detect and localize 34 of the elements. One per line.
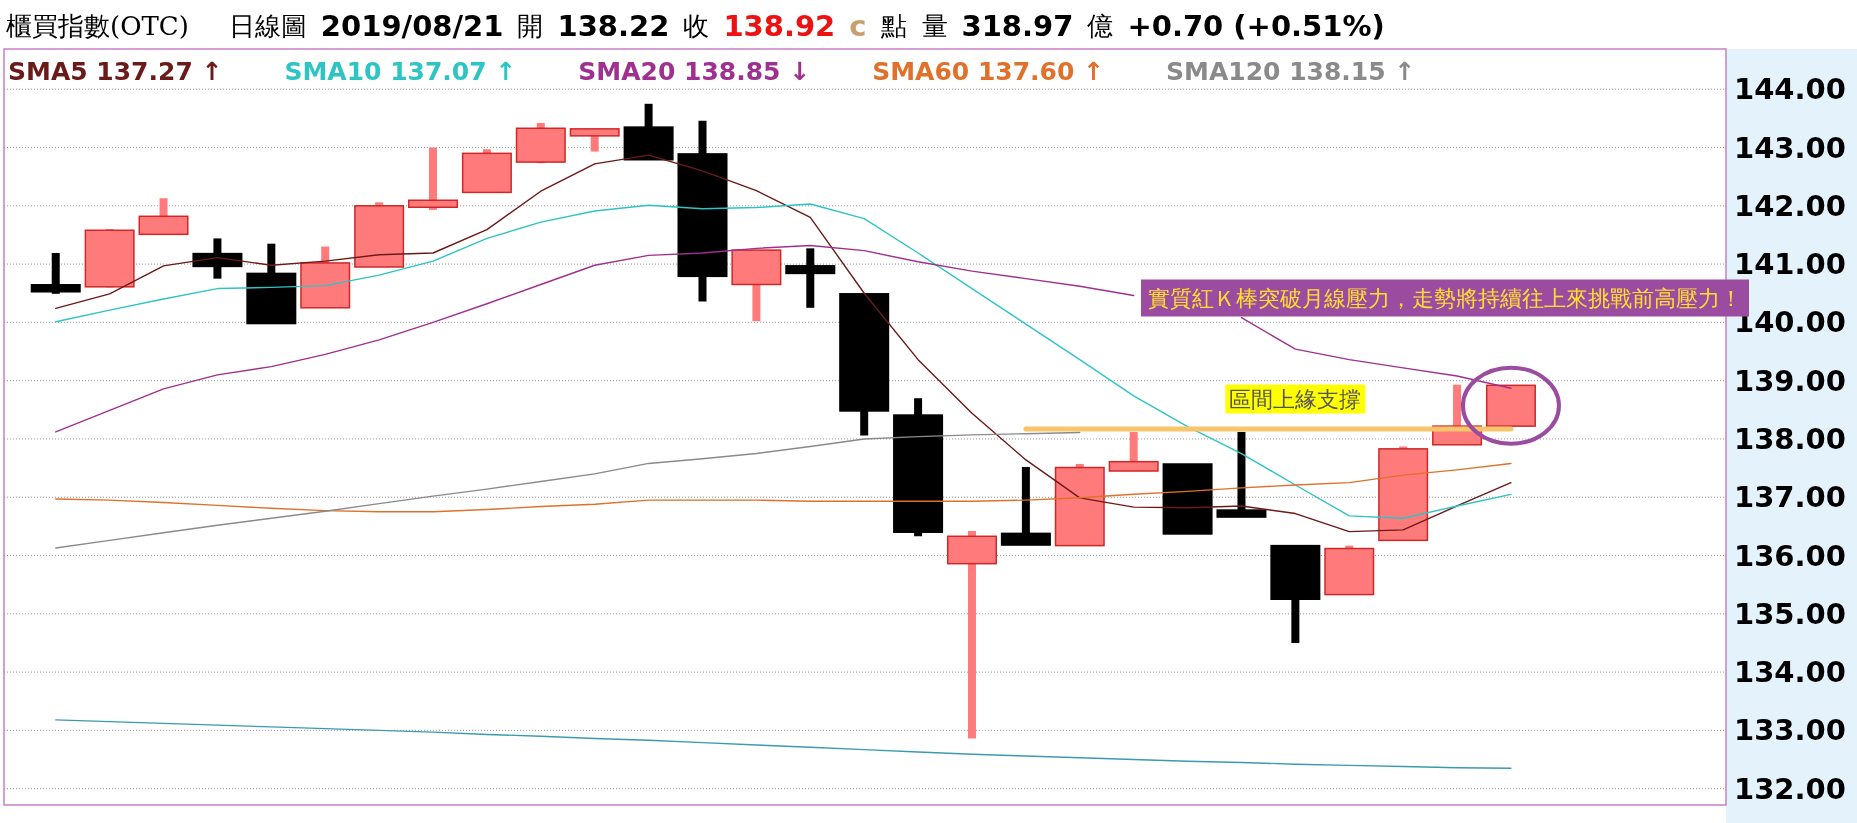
y-tick-label: 136.00 bbox=[1734, 538, 1846, 573]
text: SMA60 137.60 ↑ bbox=[872, 56, 1105, 86]
text: 開 bbox=[517, 11, 544, 41]
text: 點 bbox=[879, 11, 907, 41]
y-tick-label: 137.00 bbox=[1734, 480, 1846, 515]
line-series bbox=[55, 719, 1512, 769]
text: c bbox=[849, 9, 867, 43]
y-tick-label: 135.00 bbox=[1734, 596, 1846, 631]
text: +0.70 (+0.51%) bbox=[1127, 9, 1385, 43]
y-tick-label: 133.00 bbox=[1734, 713, 1846, 748]
text: SMA5 137.27 ↑ bbox=[8, 56, 223, 86]
y-tick-label: 132.00 bbox=[1734, 771, 1846, 806]
text: 收 bbox=[683, 11, 710, 41]
text: SMA10 137.07 ↑ bbox=[284, 56, 517, 86]
y-tick-label: 143.00 bbox=[1734, 130, 1846, 165]
text: SMA20 138.85 ↓ bbox=[578, 56, 811, 86]
line-series bbox=[55, 431, 1081, 549]
y-tick-label: 138.00 bbox=[1734, 421, 1846, 456]
text: 量 bbox=[921, 11, 948, 41]
text: 318.97 bbox=[961, 9, 1074, 43]
text: 2019/08/21 bbox=[320, 9, 504, 43]
chart-subtitle: 日線圖 bbox=[228, 11, 307, 41]
y-tick-label: 139.00 bbox=[1734, 363, 1846, 398]
y-tick-label: 142.00 bbox=[1734, 188, 1846, 223]
y-tick-label: 134.00 bbox=[1734, 655, 1846, 690]
text: 138.22 bbox=[557, 9, 670, 43]
y-tick-label: 141.00 bbox=[1734, 247, 1846, 282]
series-label: 區間上緣支撐 bbox=[1229, 386, 1362, 412]
text: 138.92 bbox=[723, 9, 836, 43]
text: SMA120 138.15 ↑ bbox=[1166, 56, 1416, 86]
line-series bbox=[55, 462, 1512, 513]
text: 億 bbox=[1087, 11, 1114, 41]
y-tick-label: 144.00 bbox=[1734, 72, 1846, 107]
chart-title: 櫃買指數(OTC) bbox=[6, 11, 189, 41]
